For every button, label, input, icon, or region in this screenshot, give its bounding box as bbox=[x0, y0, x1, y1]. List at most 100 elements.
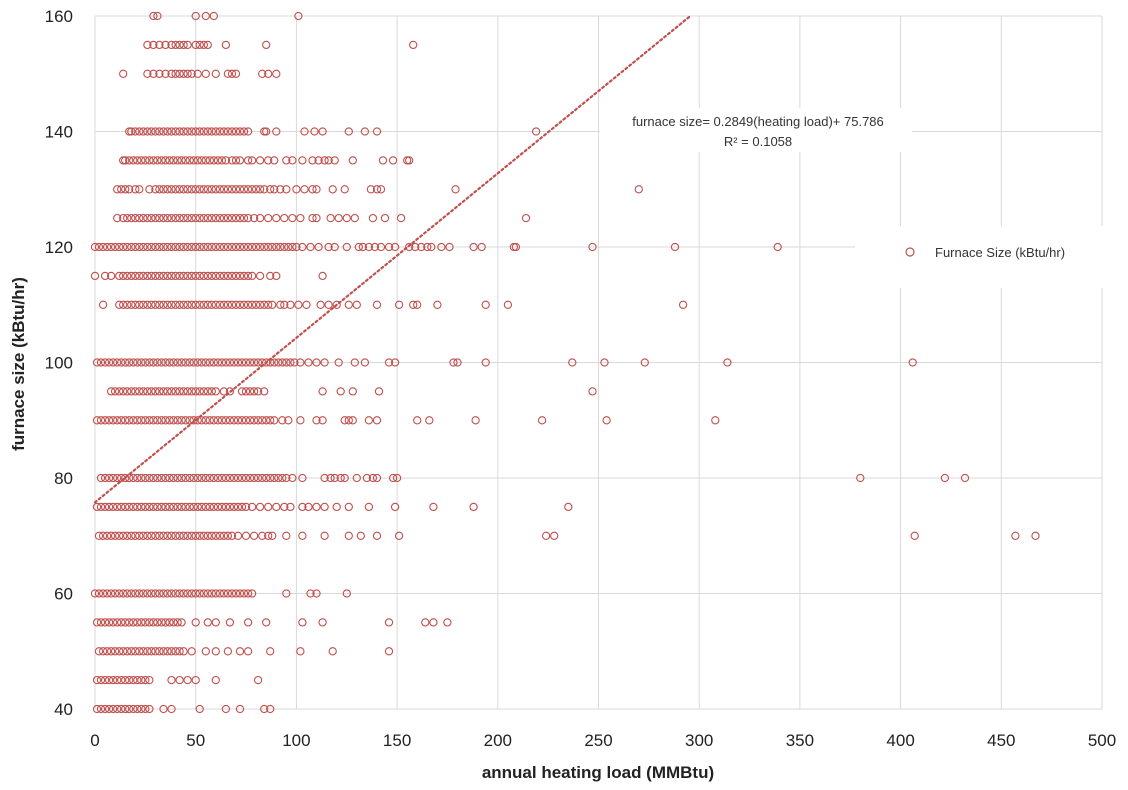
data-point bbox=[115, 242, 124, 252]
data-point bbox=[276, 300, 285, 309]
data-point bbox=[197, 502, 206, 512]
data-point bbox=[221, 40, 231, 50]
data-point bbox=[278, 358, 287, 367]
data-point bbox=[332, 300, 341, 309]
data-point bbox=[125, 156, 134, 165]
data-point bbox=[195, 531, 204, 540]
data-point bbox=[276, 185, 285, 194]
data-point bbox=[173, 473, 182, 483]
data-point bbox=[159, 127, 168, 136]
data-point bbox=[125, 127, 134, 136]
data-point bbox=[167, 69, 176, 78]
data-point bbox=[159, 589, 168, 598]
data-point bbox=[215, 127, 225, 136]
x-tick-label: 250 bbox=[584, 731, 612, 750]
data-point bbox=[125, 358, 134, 367]
data-point bbox=[211, 213, 220, 223]
data-point bbox=[113, 473, 122, 483]
data-point bbox=[264, 156, 273, 165]
data-point bbox=[411, 242, 420, 252]
data-point bbox=[326, 473, 335, 483]
data-point bbox=[147, 387, 156, 396]
data-point bbox=[163, 271, 172, 281]
data-point bbox=[165, 502, 174, 512]
data-point bbox=[217, 502, 227, 512]
data-point bbox=[255, 185, 265, 194]
data-point bbox=[255, 156, 265, 165]
data-point bbox=[255, 271, 265, 281]
data-point bbox=[330, 242, 339, 252]
data-point bbox=[167, 242, 176, 252]
data-point bbox=[272, 242, 281, 252]
data-point bbox=[203, 127, 212, 136]
data-point bbox=[187, 589, 196, 598]
data-point bbox=[129, 358, 138, 367]
data-point bbox=[145, 675, 154, 685]
data-point bbox=[201, 69, 210, 78]
data-point bbox=[141, 502, 150, 512]
data-point bbox=[183, 387, 192, 396]
data-point bbox=[175, 675, 184, 685]
data-point bbox=[181, 416, 190, 425]
data-point bbox=[197, 358, 206, 367]
data-point bbox=[268, 300, 277, 309]
data-point bbox=[187, 127, 196, 136]
data-point bbox=[135, 531, 144, 540]
data-point bbox=[211, 185, 220, 194]
data-point bbox=[312, 185, 321, 194]
data-point bbox=[179, 300, 188, 309]
data-point bbox=[302, 300, 311, 309]
data-point bbox=[364, 242, 374, 252]
data-point bbox=[155, 40, 164, 50]
data-point bbox=[203, 242, 212, 252]
x-tick-label: 300 bbox=[685, 731, 713, 750]
data-point bbox=[169, 618, 178, 627]
data-point bbox=[143, 589, 152, 598]
data-point bbox=[221, 473, 231, 483]
data-point bbox=[119, 69, 128, 78]
data-point bbox=[203, 213, 212, 223]
data-point bbox=[481, 358, 490, 367]
data-point bbox=[278, 473, 287, 483]
data-point bbox=[342, 213, 351, 223]
data-point bbox=[229, 502, 239, 512]
data-point bbox=[521, 213, 531, 223]
data-point bbox=[602, 416, 611, 425]
data-point bbox=[163, 589, 172, 598]
data-point bbox=[171, 589, 180, 598]
data-point bbox=[272, 213, 281, 223]
data-point bbox=[634, 185, 643, 194]
data-point bbox=[102, 242, 112, 252]
data-point bbox=[102, 589, 112, 598]
data-point bbox=[270, 416, 279, 425]
data-point bbox=[147, 213, 156, 223]
data-point bbox=[187, 647, 196, 656]
data-point bbox=[225, 502, 235, 512]
data-point bbox=[239, 185, 249, 194]
data-point bbox=[266, 647, 275, 656]
data-point bbox=[121, 704, 130, 714]
data-point bbox=[251, 300, 261, 309]
data-point bbox=[175, 647, 184, 656]
data-point bbox=[255, 213, 265, 223]
data-point bbox=[262, 40, 271, 50]
data-point bbox=[149, 416, 158, 425]
data-point bbox=[100, 358, 110, 367]
data-point bbox=[163, 213, 172, 223]
data-point bbox=[211, 127, 220, 136]
data-point bbox=[169, 358, 178, 367]
data-point bbox=[292, 185, 301, 194]
data-point bbox=[227, 156, 237, 165]
data-point bbox=[139, 647, 148, 656]
trendline-r-squared: R² = 0.1058 bbox=[724, 134, 792, 149]
data-point bbox=[161, 156, 170, 165]
data-point bbox=[223, 242, 233, 252]
data-point bbox=[159, 271, 168, 281]
data-point bbox=[217, 473, 227, 483]
data-point bbox=[183, 589, 192, 598]
data-point bbox=[219, 185, 229, 194]
data-point bbox=[227, 69, 237, 78]
data-point bbox=[157, 502, 166, 512]
data-point bbox=[292, 242, 301, 252]
data-point bbox=[324, 242, 333, 252]
